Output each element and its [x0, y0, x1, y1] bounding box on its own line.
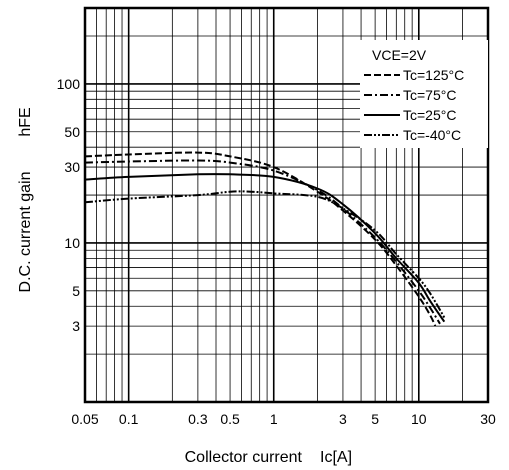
x-tick-label: 0.1	[119, 411, 139, 427]
series-line-1	[84, 159, 441, 325]
x-tick-labels: 0.05 0.1 0.3 0.5 1 3 5 10 30	[71, 411, 496, 427]
x-tick-label: 1	[270, 411, 278, 427]
y-tick-label: 5	[72, 283, 80, 299]
x-tick-label: 3	[339, 411, 347, 427]
y-tick-label: 3	[72, 318, 80, 334]
plot-frame	[83, 6, 490, 404]
y-tick-label: 10	[64, 235, 80, 251]
x-tick-label: 10	[411, 411, 427, 427]
x-tick-label: 5	[371, 411, 379, 427]
legend-label-0: Tc=125°C	[403, 67, 464, 83]
legend-label-2: Tc=25°C	[403, 107, 456, 123]
y-axis-title: D.C. current gain	[17, 172, 34, 293]
legend-label-3: Tc=-40°C	[403, 127, 461, 143]
x-axis-symbol: Ic[A]	[320, 449, 352, 466]
series-line-2	[84, 173, 446, 323]
x-tick-label: 30	[480, 411, 496, 427]
x-axis-title: Collector current	[185, 449, 303, 466]
x-tick-label: 0.05	[71, 411, 98, 427]
legend-label-1: Tc=75°C	[403, 87, 456, 103]
legend-entries: Tc=125°C Tc=75°C Tc=25°C Tc=-40°C	[364, 67, 464, 143]
x-tick-label: 0.5	[220, 411, 240, 427]
series-line-3	[84, 190, 446, 318]
x-tick-label: 0.3	[188, 411, 208, 427]
y-tick-label: 100	[57, 76, 81, 92]
series-layer	[84, 151, 446, 327]
legend-title: VCE=2V	[372, 47, 427, 63]
y-tick-labels: 3 5 10 30 50 100	[57, 76, 81, 334]
y-tick-label: 30	[64, 159, 80, 175]
legend: VCE=2V Tc=125°C Tc=75°C Tc=25°C Tc=-40°C	[360, 40, 488, 148]
y-tick-label: 50	[64, 124, 80, 140]
y-axis-symbol: hFE	[17, 107, 34, 136]
